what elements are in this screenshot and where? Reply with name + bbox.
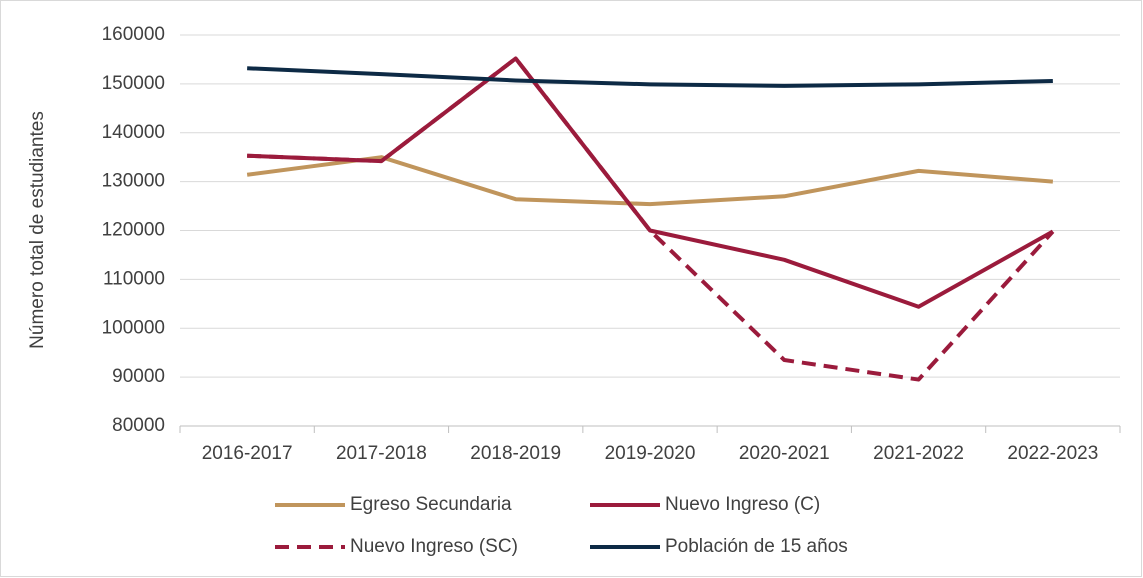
x-tick-label: 2021-2022 (873, 443, 964, 464)
legend-label: Población de 15 años (665, 536, 848, 557)
series-line (247, 56, 1054, 309)
legend-label: Nuevo Ingreso (SC) (350, 536, 518, 557)
x-tick-label: 2016-2017 (202, 443, 293, 464)
y-tick-label: 120000 (102, 220, 165, 241)
y-axis-label: Número total de estudiantes (27, 111, 48, 349)
y-tick-label: 90000 (112, 366, 165, 387)
y-tick-label: 130000 (102, 171, 165, 192)
series-line (247, 66, 1053, 88)
x-tick-label: 2017-2018 (336, 443, 427, 464)
y-tick-label: 160000 (102, 24, 165, 45)
y-tick-label: 150000 (102, 73, 165, 94)
legend-label: Nuevo Ingreso (C) (665, 494, 820, 515)
series-line (246, 155, 1054, 207)
legend-label: Egreso Secundaria (350, 494, 512, 515)
x-tick-label: 2018-2019 (470, 443, 561, 464)
x-tick-label: 2019-2020 (605, 443, 696, 464)
x-tick-label: 2022-2023 (1007, 443, 1098, 464)
x-tick-label: 2020-2021 (739, 443, 830, 464)
y-tick-label: 100000 (102, 317, 165, 338)
y-tick-label: 110000 (103, 268, 165, 289)
y-tick-label: 140000 (102, 122, 165, 143)
y-tick-label: 80000 (112, 415, 165, 436)
